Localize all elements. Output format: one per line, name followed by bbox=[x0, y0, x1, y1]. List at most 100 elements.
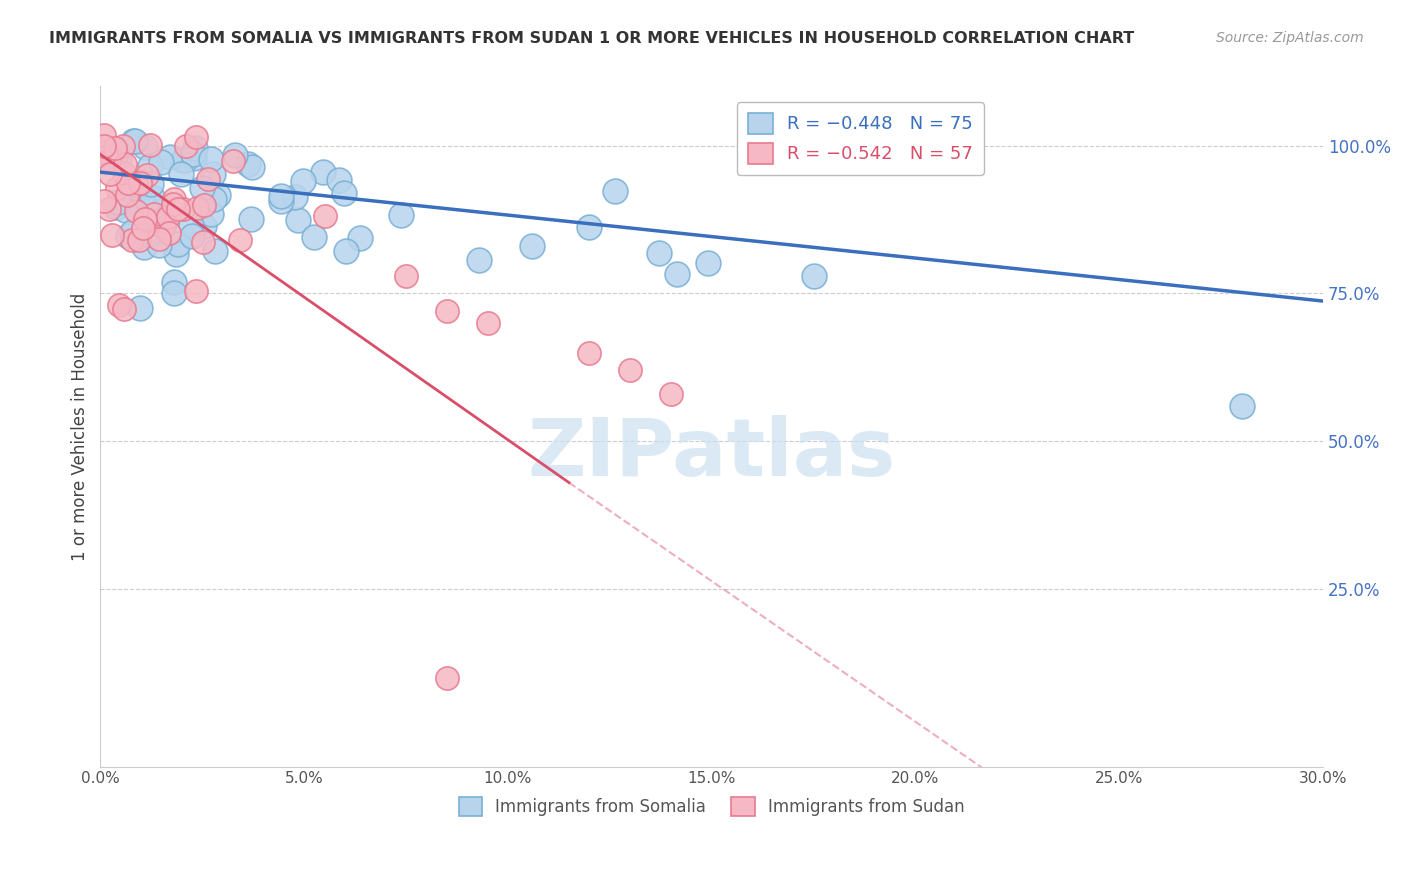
Point bbox=[112, 166, 135, 180]
Point bbox=[166, 202, 188, 217]
Point bbox=[104, 149, 127, 163]
Point bbox=[112, 138, 135, 153]
Point bbox=[193, 219, 215, 234]
Point bbox=[143, 210, 166, 224]
Point bbox=[665, 267, 688, 281]
Point bbox=[117, 176, 139, 190]
Point bbox=[176, 138, 198, 153]
Point bbox=[148, 213, 170, 227]
Point bbox=[181, 229, 204, 244]
Point bbox=[229, 233, 252, 247]
Point bbox=[104, 140, 127, 154]
Point bbox=[200, 206, 222, 220]
Point bbox=[242, 160, 264, 174]
Point bbox=[167, 236, 190, 251]
Point bbox=[436, 671, 458, 685]
Point bbox=[148, 232, 170, 246]
Point bbox=[183, 151, 205, 165]
Point bbox=[270, 189, 292, 203]
Point bbox=[197, 171, 219, 186]
Point bbox=[162, 192, 184, 206]
Point bbox=[101, 227, 124, 242]
Point bbox=[314, 210, 336, 224]
Point bbox=[98, 202, 121, 216]
Point bbox=[139, 138, 162, 153]
Point bbox=[128, 233, 150, 247]
Point bbox=[128, 183, 150, 197]
Point bbox=[191, 181, 214, 195]
Point bbox=[239, 212, 262, 227]
Point bbox=[311, 165, 333, 179]
Point bbox=[132, 240, 155, 254]
Point bbox=[125, 204, 148, 219]
Point bbox=[128, 301, 150, 315]
Point bbox=[191, 235, 214, 249]
Point bbox=[114, 157, 136, 171]
Point bbox=[180, 218, 202, 232]
Point bbox=[103, 144, 125, 158]
Point bbox=[238, 157, 260, 171]
Point bbox=[115, 187, 138, 202]
Point bbox=[287, 213, 309, 227]
Point bbox=[124, 134, 146, 148]
Point bbox=[292, 174, 315, 188]
Point bbox=[578, 219, 600, 234]
Point bbox=[163, 275, 186, 289]
Point bbox=[302, 229, 325, 244]
Point bbox=[117, 228, 139, 243]
Point bbox=[163, 286, 186, 301]
Point bbox=[333, 186, 356, 201]
Point bbox=[270, 194, 292, 209]
Point bbox=[200, 153, 222, 167]
Point bbox=[224, 148, 246, 162]
Point bbox=[132, 188, 155, 202]
Point bbox=[121, 233, 143, 247]
Point bbox=[389, 208, 412, 222]
Point bbox=[157, 226, 180, 240]
Point bbox=[135, 169, 157, 183]
Point bbox=[132, 221, 155, 235]
Text: IMMIGRANTS FROM SOMALIA VS IMMIGRANTS FROM SUDAN 1 OR MORE VEHICLES IN HOUSEHOLD: IMMIGRANTS FROM SOMALIA VS IMMIGRANTS FR… bbox=[49, 31, 1135, 46]
Point bbox=[697, 255, 720, 269]
Point bbox=[121, 225, 143, 239]
Point bbox=[136, 227, 159, 242]
Point bbox=[98, 167, 121, 181]
Point bbox=[468, 252, 491, 267]
Point bbox=[104, 200, 127, 214]
Point bbox=[112, 301, 135, 316]
Point bbox=[93, 139, 115, 153]
Point bbox=[93, 146, 115, 161]
Point bbox=[207, 187, 229, 202]
Point bbox=[114, 202, 136, 217]
Point bbox=[186, 201, 208, 215]
Point bbox=[149, 155, 172, 169]
Point bbox=[647, 246, 669, 260]
Point bbox=[108, 151, 131, 165]
Point bbox=[1230, 399, 1253, 413]
Point bbox=[328, 173, 350, 187]
Point bbox=[436, 304, 458, 318]
Point bbox=[204, 244, 226, 259]
Point bbox=[349, 231, 371, 245]
Point bbox=[159, 150, 181, 164]
Point bbox=[184, 130, 207, 145]
Point bbox=[142, 206, 165, 220]
Point bbox=[172, 202, 194, 217]
Point bbox=[193, 198, 215, 212]
Point bbox=[174, 153, 197, 167]
Point bbox=[134, 211, 156, 226]
Point bbox=[183, 147, 205, 161]
Point bbox=[139, 177, 162, 191]
Point bbox=[335, 244, 357, 259]
Point bbox=[145, 226, 167, 240]
Point bbox=[395, 268, 418, 283]
Point bbox=[93, 128, 115, 143]
Point bbox=[150, 204, 173, 219]
Point bbox=[153, 219, 176, 233]
Point bbox=[105, 181, 128, 195]
Text: ZIPatlas: ZIPatlas bbox=[527, 415, 896, 492]
Point bbox=[156, 210, 179, 224]
Point bbox=[186, 284, 208, 298]
Point bbox=[93, 194, 115, 208]
Point bbox=[128, 177, 150, 191]
